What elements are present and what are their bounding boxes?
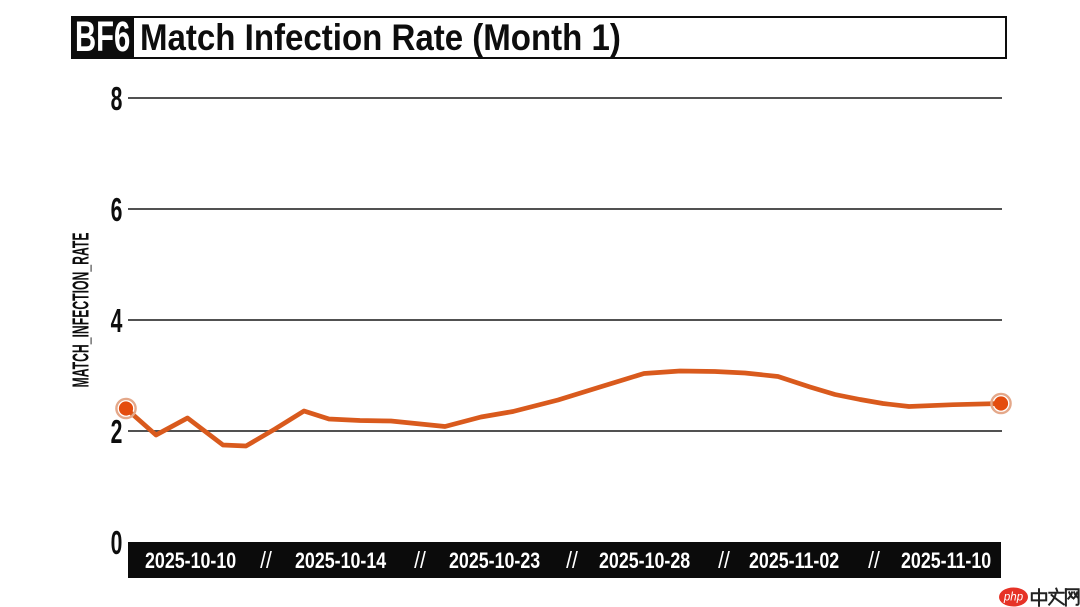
svg-text:php: php (1003, 592, 1024, 604)
